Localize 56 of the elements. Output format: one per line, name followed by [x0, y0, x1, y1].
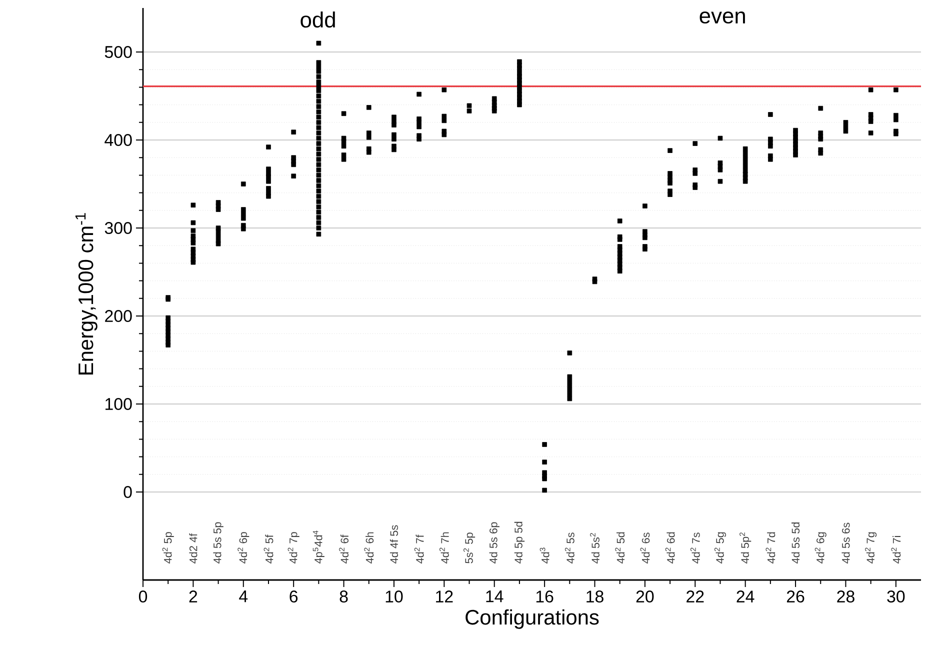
- annotation: 4d 4f 5s: [390, 525, 398, 564]
- y-tick-label: 200: [105, 310, 132, 322]
- annotation: 4d$^{2}$ 5p: [162, 532, 174, 564]
- annotation: odd: [300, 12, 335, 28]
- x-tick-label: 2: [189, 590, 198, 602]
- x-tick-label: 30: [887, 590, 905, 603]
- x-tick-label: 14: [486, 590, 504, 602]
- annotation: 4d 5s 5p: [213, 522, 224, 564]
- x-tick-label: 24: [736, 590, 754, 602]
- annotation: 4d2 4f: [189, 533, 198, 564]
- x-tick-label: 22: [686, 590, 704, 602]
- x-axis-title: Configurations: [466, 609, 599, 629]
- annotation: 4d$^{2}$ 5s: [564, 532, 574, 564]
- x-tick-label: 0: [138, 590, 148, 603]
- annotation: 4d$^{2}$ 6p: [238, 532, 250, 564]
- annotation: 4d$^{2}$ 7d: [766, 532, 776, 564]
- annotation: 4d$^{2}$ 5g: [714, 532, 726, 564]
- y-axis-title: Energy,1000 cm$^{-1}$: [75, 213, 98, 374]
- annotation: 4d$^{2}$ 6s: [640, 532, 650, 564]
- y-tick-label: 400: [104, 134, 132, 146]
- x-tick-label: 8: [340, 590, 348, 603]
- x-tick-label: 18: [586, 590, 604, 603]
- annotation: 4d$^{2}$ 7h: [439, 532, 449, 564]
- y-tick-label: 300: [104, 222, 132, 234]
- annotation: 4d$^{2}$ 7g: [865, 532, 877, 564]
- x-tick-label: 26: [786, 590, 804, 603]
- annotation: 4d$^{2}$ 6g: [814, 532, 826, 564]
- annotation: 4d$^{3}$: [540, 548, 550, 564]
- y-tick-label: 500: [104, 46, 132, 58]
- annotation: even: [700, 12, 745, 24]
- annotation: 4d$^{2}$ 5d: [615, 532, 625, 564]
- x-tick-label: 4: [239, 590, 248, 602]
- y-tick-label: 100: [106, 398, 132, 410]
- annotation: 5s$^{2}$ 5p: [463, 532, 476, 564]
- annotation: 4d$^{2}$ 7i: [891, 536, 901, 564]
- x-tick-label: 16: [536, 590, 554, 603]
- annotation: 4d 5p$^{2}$: [740, 532, 752, 564]
- annotation: 4d$^{2}$ 6h: [364, 532, 374, 564]
- x-tick-label: 6: [290, 590, 298, 603]
- annotation: 4d 5s 5d: [792, 522, 800, 564]
- annotation: 4d$^{2}$ 7p: [288, 532, 300, 564]
- annotation: 4d 5s 6s: [842, 522, 850, 564]
- annotation: 4d$^{2}$ 6d: [665, 532, 675, 564]
- y-tick-label: 0: [124, 486, 132, 498]
- annotation: 4d 5p 5d: [514, 522, 525, 564]
- annotation: 4d$^{2}$ 7s: [690, 532, 700, 564]
- annotation: 4d$^{2}$ 6f: [339, 534, 348, 564]
- annotation: 4p$^{5}$4d$^{4}$: [312, 530, 324, 564]
- annotation: 4d 5s$^{2}$: [590, 533, 600, 564]
- annotation: 4d$^{2}$ 7f: [414, 534, 424, 564]
- annotation: 4d 5s 6p: [489, 522, 500, 564]
- x-tick-label: 10: [386, 590, 403, 603]
- x-tick-label: 12: [436, 590, 453, 602]
- x-tick-label: 20: [636, 590, 654, 603]
- x-tick-label: 28: [837, 590, 854, 603]
- annotation: 4d$^{2}$ 5f: [264, 534, 274, 564]
